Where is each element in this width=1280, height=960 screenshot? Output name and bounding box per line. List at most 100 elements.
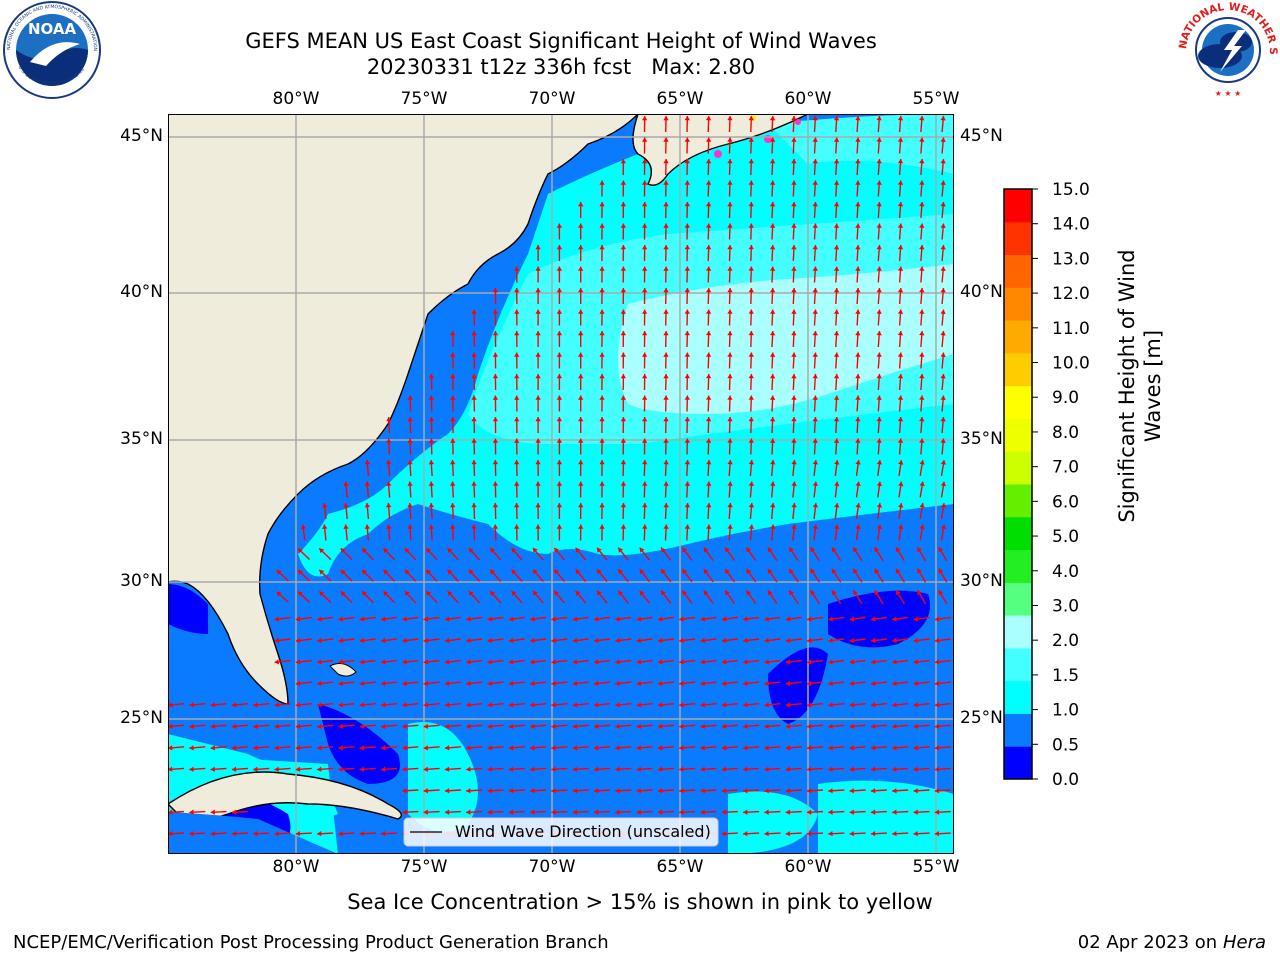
wave-direction-arrowhead bbox=[572, 659, 578, 665]
wave-direction-arrowhead bbox=[554, 569, 559, 575]
wave-direction-arrowhead bbox=[599, 374, 605, 379]
wave-direction-arrowhead bbox=[487, 788, 492, 794]
wave-direction-arrowhead bbox=[514, 438, 520, 443]
wave-direction-arrowhead bbox=[812, 503, 819, 508]
wave-direction-arrowhead bbox=[298, 548, 303, 554]
wave-direction-arrowhead bbox=[618, 590, 624, 596]
wave-direction-arrowhead bbox=[828, 680, 833, 687]
wave-direction-arrowhead bbox=[572, 766, 578, 772]
wave-direction-arrowhead bbox=[362, 548, 367, 554]
wave-direction-arrowhead bbox=[168, 745, 173, 751]
wave-direction-arrowhead bbox=[535, 460, 541, 465]
wave-direction-arrowhead bbox=[855, 266, 861, 271]
wave-direction-arrowhead bbox=[684, 288, 690, 293]
wave-direction-arrowhead bbox=[743, 745, 748, 751]
wave-direction-arrowhead bbox=[642, 417, 648, 422]
wave-direction-arrowhead bbox=[386, 417, 392, 422]
wave-direction-arrowhead bbox=[168, 809, 173, 815]
wave-direction-arrowhead bbox=[295, 831, 301, 837]
wave-direction-arrowhead bbox=[530, 766, 535, 772]
wave-direction-arrowhead bbox=[620, 159, 626, 164]
wave-direction-arrowhead bbox=[663, 309, 669, 314]
lon-label-top: 75°W bbox=[400, 89, 448, 109]
wave-direction-arrowhead bbox=[833, 266, 840, 271]
wave-direction-arrowhead bbox=[849, 659, 855, 665]
wave-direction-arrowhead bbox=[855, 503, 861, 508]
cuba-land bbox=[168, 771, 402, 820]
wave-direction-arrowhead bbox=[276, 570, 282, 575]
wave-direction-arrowhead bbox=[423, 745, 429, 751]
wave-direction-arrowhead bbox=[487, 659, 493, 665]
wave-direction-arrowhead bbox=[849, 788, 854, 794]
wave-direction-arrowhead bbox=[663, 481, 669, 486]
wave-direction-arrowhead bbox=[642, 202, 648, 207]
colorbar-tick-label: 10.0 bbox=[1052, 354, 1090, 374]
wave-direction-arrowhead bbox=[317, 616, 322, 622]
wave-direction-arrowhead bbox=[812, 202, 818, 207]
wave-direction-arrowhead bbox=[599, 331, 605, 336]
wave-direction-arrowhead bbox=[703, 569, 709, 574]
wave-direction-arrowhead bbox=[791, 159, 797, 164]
wave-direction-arrowhead bbox=[876, 524, 883, 530]
wave-direction-arrowhead bbox=[514, 266, 520, 271]
wave-direction-arrowhead bbox=[642, 245, 648, 250]
wave-direction-arrowhead bbox=[599, 524, 605, 529]
wave-direction-arrowhead bbox=[834, 503, 840, 508]
wave-direction-arrowhead bbox=[636, 745, 642, 751]
wave-direction-arrowhead bbox=[572, 723, 578, 729]
wave-direction-arrowhead bbox=[402, 637, 407, 644]
wave-direction-arrowhead bbox=[934, 831, 940, 837]
wave-direction-arrowhead bbox=[700, 702, 705, 708]
wave-direction-arrowhead bbox=[812, 524, 819, 529]
wave-direction-arrowhead bbox=[554, 590, 559, 596]
colorbar-tick-label: 6.0 bbox=[1052, 492, 1079, 512]
wave-direction-arrowhead bbox=[849, 702, 855, 708]
wave-direction-arrowhead bbox=[897, 202, 904, 207]
wave-direction-arrowhead bbox=[407, 395, 413, 400]
wave-direction-arrowhead bbox=[913, 723, 918, 729]
wave-direction-arrowhead bbox=[769, 137, 776, 142]
wave-direction-arrowhead bbox=[876, 331, 882, 336]
north-america-land bbox=[168, 114, 639, 705]
wave-direction-arrowhead bbox=[487, 680, 492, 687]
wave-direction-arrowhead bbox=[834, 481, 840, 487]
colorbar-block bbox=[1004, 713, 1032, 747]
wave-direction-arrowhead bbox=[764, 616, 769, 622]
wave-direction-arrowhead bbox=[919, 460, 925, 465]
wave-direction-arrowhead bbox=[599, 309, 605, 314]
wave-direction-arrowhead bbox=[444, 766, 450, 772]
wave-direction-arrowhead bbox=[767, 547, 773, 553]
wave-direction-arrowhead bbox=[359, 702, 365, 708]
wave-direction-arrowhead bbox=[594, 809, 599, 815]
wave-direction-arrowhead bbox=[615, 723, 620, 729]
wave-direction-arrowhead bbox=[679, 723, 684, 729]
wave-direction-arrowhead bbox=[705, 288, 712, 293]
wave-direction-arrowhead bbox=[572, 637, 578, 644]
wave-direction-arrowhead bbox=[764, 831, 769, 837]
wave-direction-arrowhead bbox=[210, 831, 215, 837]
wave-direction-arrowhead bbox=[684, 309, 690, 314]
wave-direction-arrowhead bbox=[791, 180, 797, 185]
wave-direction-arrowhead bbox=[386, 503, 392, 508]
wave-direction-arrowhead bbox=[168, 702, 173, 708]
wave-direction-arrowhead bbox=[168, 831, 173, 837]
wave-direction-arrowhead bbox=[934, 702, 940, 708]
colorbar-tick-label: 14.0 bbox=[1052, 215, 1090, 235]
wave-direction-arrowhead bbox=[364, 460, 370, 465]
wave-direction-arrowhead bbox=[530, 723, 535, 729]
wave-direction-arrowhead bbox=[791, 245, 797, 250]
wave-direction-arrowhead bbox=[679, 788, 684, 794]
wave-direction-arrowhead bbox=[705, 309, 712, 314]
wave-direction-arrowhead bbox=[791, 309, 797, 314]
wave-direction-arrowhead bbox=[487, 702, 492, 708]
wave-direction-arrowhead bbox=[444, 788, 450, 794]
wave-direction-arrowhead bbox=[727, 223, 733, 228]
wave-direction-arrowhead bbox=[855, 245, 861, 250]
wave-direction-arrowhead bbox=[407, 438, 413, 443]
colorbar-block bbox=[1004, 254, 1032, 288]
wave-direction-arrowhead bbox=[189, 831, 194, 837]
wave-direction-arrowhead bbox=[556, 438, 563, 443]
wave-direction-arrowhead bbox=[812, 266, 818, 271]
wave-direction-arrowhead bbox=[423, 637, 429, 644]
wave-direction-arrowhead bbox=[874, 547, 880, 553]
